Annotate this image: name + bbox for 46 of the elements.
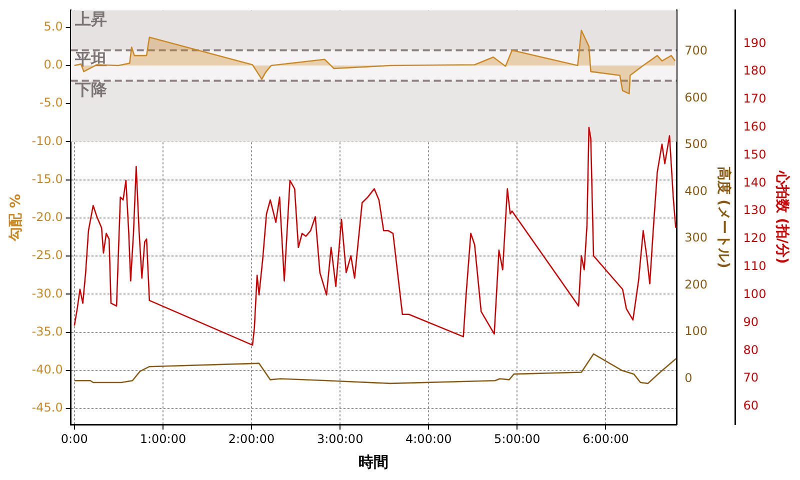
x-tick-label: 0:00 [60,432,88,446]
y3-axis-title: 心拍数 (拍/分) [774,170,791,264]
y-tick-label: -45.0 [32,400,63,415]
band-label: 上昇 [74,9,107,28]
y-tick-label: -5.0 [39,96,63,110]
y3-tick-label: 110 [743,259,766,274]
y-tick-label: -30.0 [32,286,63,300]
y-tick-label: -15.0 [32,172,63,186]
y-tick-label: -25.0 [32,248,63,262]
x-tick-label: 3:00:00 [316,432,364,446]
y-tick-label: -35.0 [32,324,63,338]
y2-tick-label: 500 [684,137,708,152]
y3-tick-label: 70 [743,370,759,385]
y-tick-label: -40.0 [32,362,63,377]
y-tick-label: -10.0 [32,134,63,148]
x-tick-label: 4:00:00 [405,432,452,446]
y2-tick-label: 0 [684,370,692,385]
x-tick-label: 1:00:00 [140,432,186,446]
y2-tick-label: 200 [684,277,708,292]
y3-tick-label: 180 [743,64,766,78]
y-axis-title: 勾配 % [8,194,24,242]
y2-tick-label: 300 [684,230,708,245]
y-tick-label: 5.0 [44,19,63,34]
x-tick-label: 5:00:00 [494,432,540,446]
y3-tick-label: 90 [743,314,759,329]
x-tick-label: 6:00:00 [582,432,629,446]
y3-tick-label: 100 [743,286,766,301]
y3-tick-label: 150 [743,147,766,162]
y3-tick-label: 80 [743,342,759,357]
y3-tick-label: 60 [743,398,759,413]
y3-tick-label: 160 [743,120,766,134]
y3-tick-label: 130 [743,203,766,218]
y2-tick-label: 400 [684,184,708,198]
y3-tick-label: 170 [743,92,766,106]
y-tick-label: 0.0 [44,58,63,72]
y2-axis-title: 高度 (メートル) [715,166,732,268]
y2-tick-label: 700 [684,43,708,58]
y3-tick-label: 190 [743,36,766,50]
band-label: 下降 [74,80,108,99]
y-tick-label: -20.0 [32,210,63,224]
x-axis-title: 時間 [358,452,389,471]
x-tick-label: 2:00:00 [228,432,275,446]
y2-tick-label: 600 [684,90,708,104]
y3-tick-label: 140 [743,175,766,190]
y3-tick-label: 120 [743,231,766,246]
y2-tick-label: 100 [684,324,708,338]
